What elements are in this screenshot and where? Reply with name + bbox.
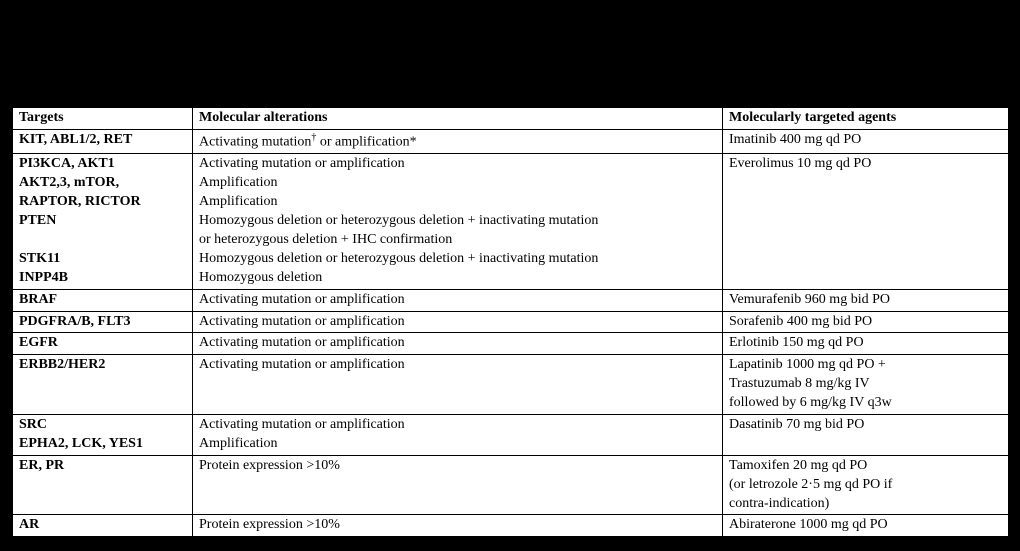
- targets-line: [19, 231, 186, 250]
- alteration-text-post: or amplification*: [316, 135, 416, 150]
- cell-alterations: Protein expression >10%: [193, 455, 723, 515]
- agents-line: followed by 6 mg/kg IV q3w: [729, 394, 1002, 413]
- table-row: BRAF Activating mutation or amplificatio…: [13, 289, 1009, 311]
- cell-targets: ERBB2/HER2: [13, 355, 193, 415]
- cell-agents: Everolimus 10 mg qd PO: [723, 154, 1009, 289]
- table-row: PI3KCA, AKT1 AKT2,3, mTOR, RAPTOR, RICTO…: [13, 154, 1009, 289]
- cell-agents: Lapatinib 1000 mg qd PO + Trastuzumab 8 …: [723, 355, 1009, 415]
- agents-line: Tamoxifen 20 mg qd PO: [729, 457, 1002, 476]
- targets-line: EPHA2, LCK, YES1: [19, 435, 186, 454]
- cell-targets: PDGFRA/B, FLT3: [13, 311, 193, 333]
- table-row: ER, PR Protein expression >10% Tamoxifen…: [13, 455, 1009, 515]
- cell-alterations: Activating mutation or amplification Amp…: [193, 415, 723, 456]
- targets-line: RAPTOR, RICTOR: [19, 193, 186, 212]
- col-header-targets: Targets: [13, 108, 193, 130]
- alteration-line: Homozygous deletion or heterozygous dele…: [199, 212, 716, 231]
- table-row: PDGFRA/B, FLT3 Activating mutation or am…: [13, 311, 1009, 333]
- alteration-line: Homozygous deletion or heterozygous dele…: [199, 250, 716, 269]
- col-header-alterations: Molecular alterations: [193, 108, 723, 130]
- cell-targets: ER, PR: [13, 455, 193, 515]
- targets-line: AKT2,3, mTOR,: [19, 174, 186, 193]
- cell-alterations: Protein expression >10%: [193, 515, 723, 537]
- cell-alterations: Activating mutation or amplification: [193, 289, 723, 311]
- cell-targets: KIT, ABL1/2, RET: [13, 129, 193, 154]
- table-row: AR Protein expression >10% Abiraterone 1…: [13, 515, 1009, 537]
- table-row: EGFR Activating mutation or amplificatio…: [13, 333, 1009, 355]
- col-header-agents: Molecularly targeted agents: [723, 108, 1009, 130]
- table-row: SRC EPHA2, LCK, YES1 Activating mutation…: [13, 415, 1009, 456]
- cell-agents: Imatinib 400 mg qd PO: [723, 129, 1009, 154]
- alteration-line: Amplification: [199, 435, 716, 454]
- targets-line: STK11: [19, 250, 186, 269]
- molecular-targets-table: Targets Molecular alterations Molecularl…: [12, 107, 1009, 537]
- cell-alterations: Activating mutation† or amplification*: [193, 129, 723, 154]
- cell-targets: PI3KCA, AKT1 AKT2,3, mTOR, RAPTOR, RICTO…: [13, 154, 193, 289]
- cell-agents: Abiraterone 1000 mg qd PO: [723, 515, 1009, 537]
- cell-alterations: Activating mutation or amplification: [193, 311, 723, 333]
- agents-line: contra-indication): [729, 495, 1002, 514]
- cell-targets: EGFR: [13, 333, 193, 355]
- agents-line: Lapatinib 1000 mg qd PO +: [729, 356, 1002, 375]
- alteration-line: Activating mutation or amplification: [199, 416, 716, 435]
- table-row: KIT, ABL1/2, RET Activating mutation† or…: [13, 129, 1009, 154]
- targets-line: PI3KCA, AKT1: [19, 155, 186, 174]
- agents-line: (or letrozole 2·5 mg qd PO if: [729, 476, 1002, 495]
- targets-line: SRC: [19, 416, 186, 435]
- table-row: ERBB2/HER2 Activating mutation or amplif…: [13, 355, 1009, 415]
- alteration-line: Homozygous deletion: [199, 269, 716, 288]
- cell-targets: AR: [13, 515, 193, 537]
- alteration-line: Amplification: [199, 193, 716, 212]
- targets-line: PTEN: [19, 212, 186, 231]
- cell-agents: Dasatinib 70 mg bid PO: [723, 415, 1009, 456]
- cell-agents: Erlotinib 150 mg qd PO: [723, 333, 1009, 355]
- cell-targets: SRC EPHA2, LCK, YES1: [13, 415, 193, 456]
- cell-agents: Sorafenib 400 mg bid PO: [723, 311, 1009, 333]
- cell-targets: BRAF: [13, 289, 193, 311]
- cell-agents: Vemurafenib 960 mg bid PO: [723, 289, 1009, 311]
- alteration-line: or heterozygous deletion + IHC confirmat…: [199, 231, 716, 250]
- targets-line: INPP4B: [19, 269, 186, 288]
- cell-alterations: Activating mutation or amplification: [193, 333, 723, 355]
- alteration-line: Activating mutation or amplification: [199, 155, 716, 174]
- alteration-text-pre: Activating mutation: [199, 135, 311, 150]
- agents-line: Trastuzumab 8 mg/kg IV: [729, 375, 1002, 394]
- alteration-line: Amplification: [199, 174, 716, 193]
- table-header-row: Targets Molecular alterations Molecularl…: [13, 108, 1009, 130]
- cell-alterations: Activating mutation or amplification: [193, 355, 723, 415]
- cell-agents: Tamoxifen 20 mg qd PO (or letrozole 2·5 …: [723, 455, 1009, 515]
- cell-alterations: Activating mutation or amplification Amp…: [193, 154, 723, 289]
